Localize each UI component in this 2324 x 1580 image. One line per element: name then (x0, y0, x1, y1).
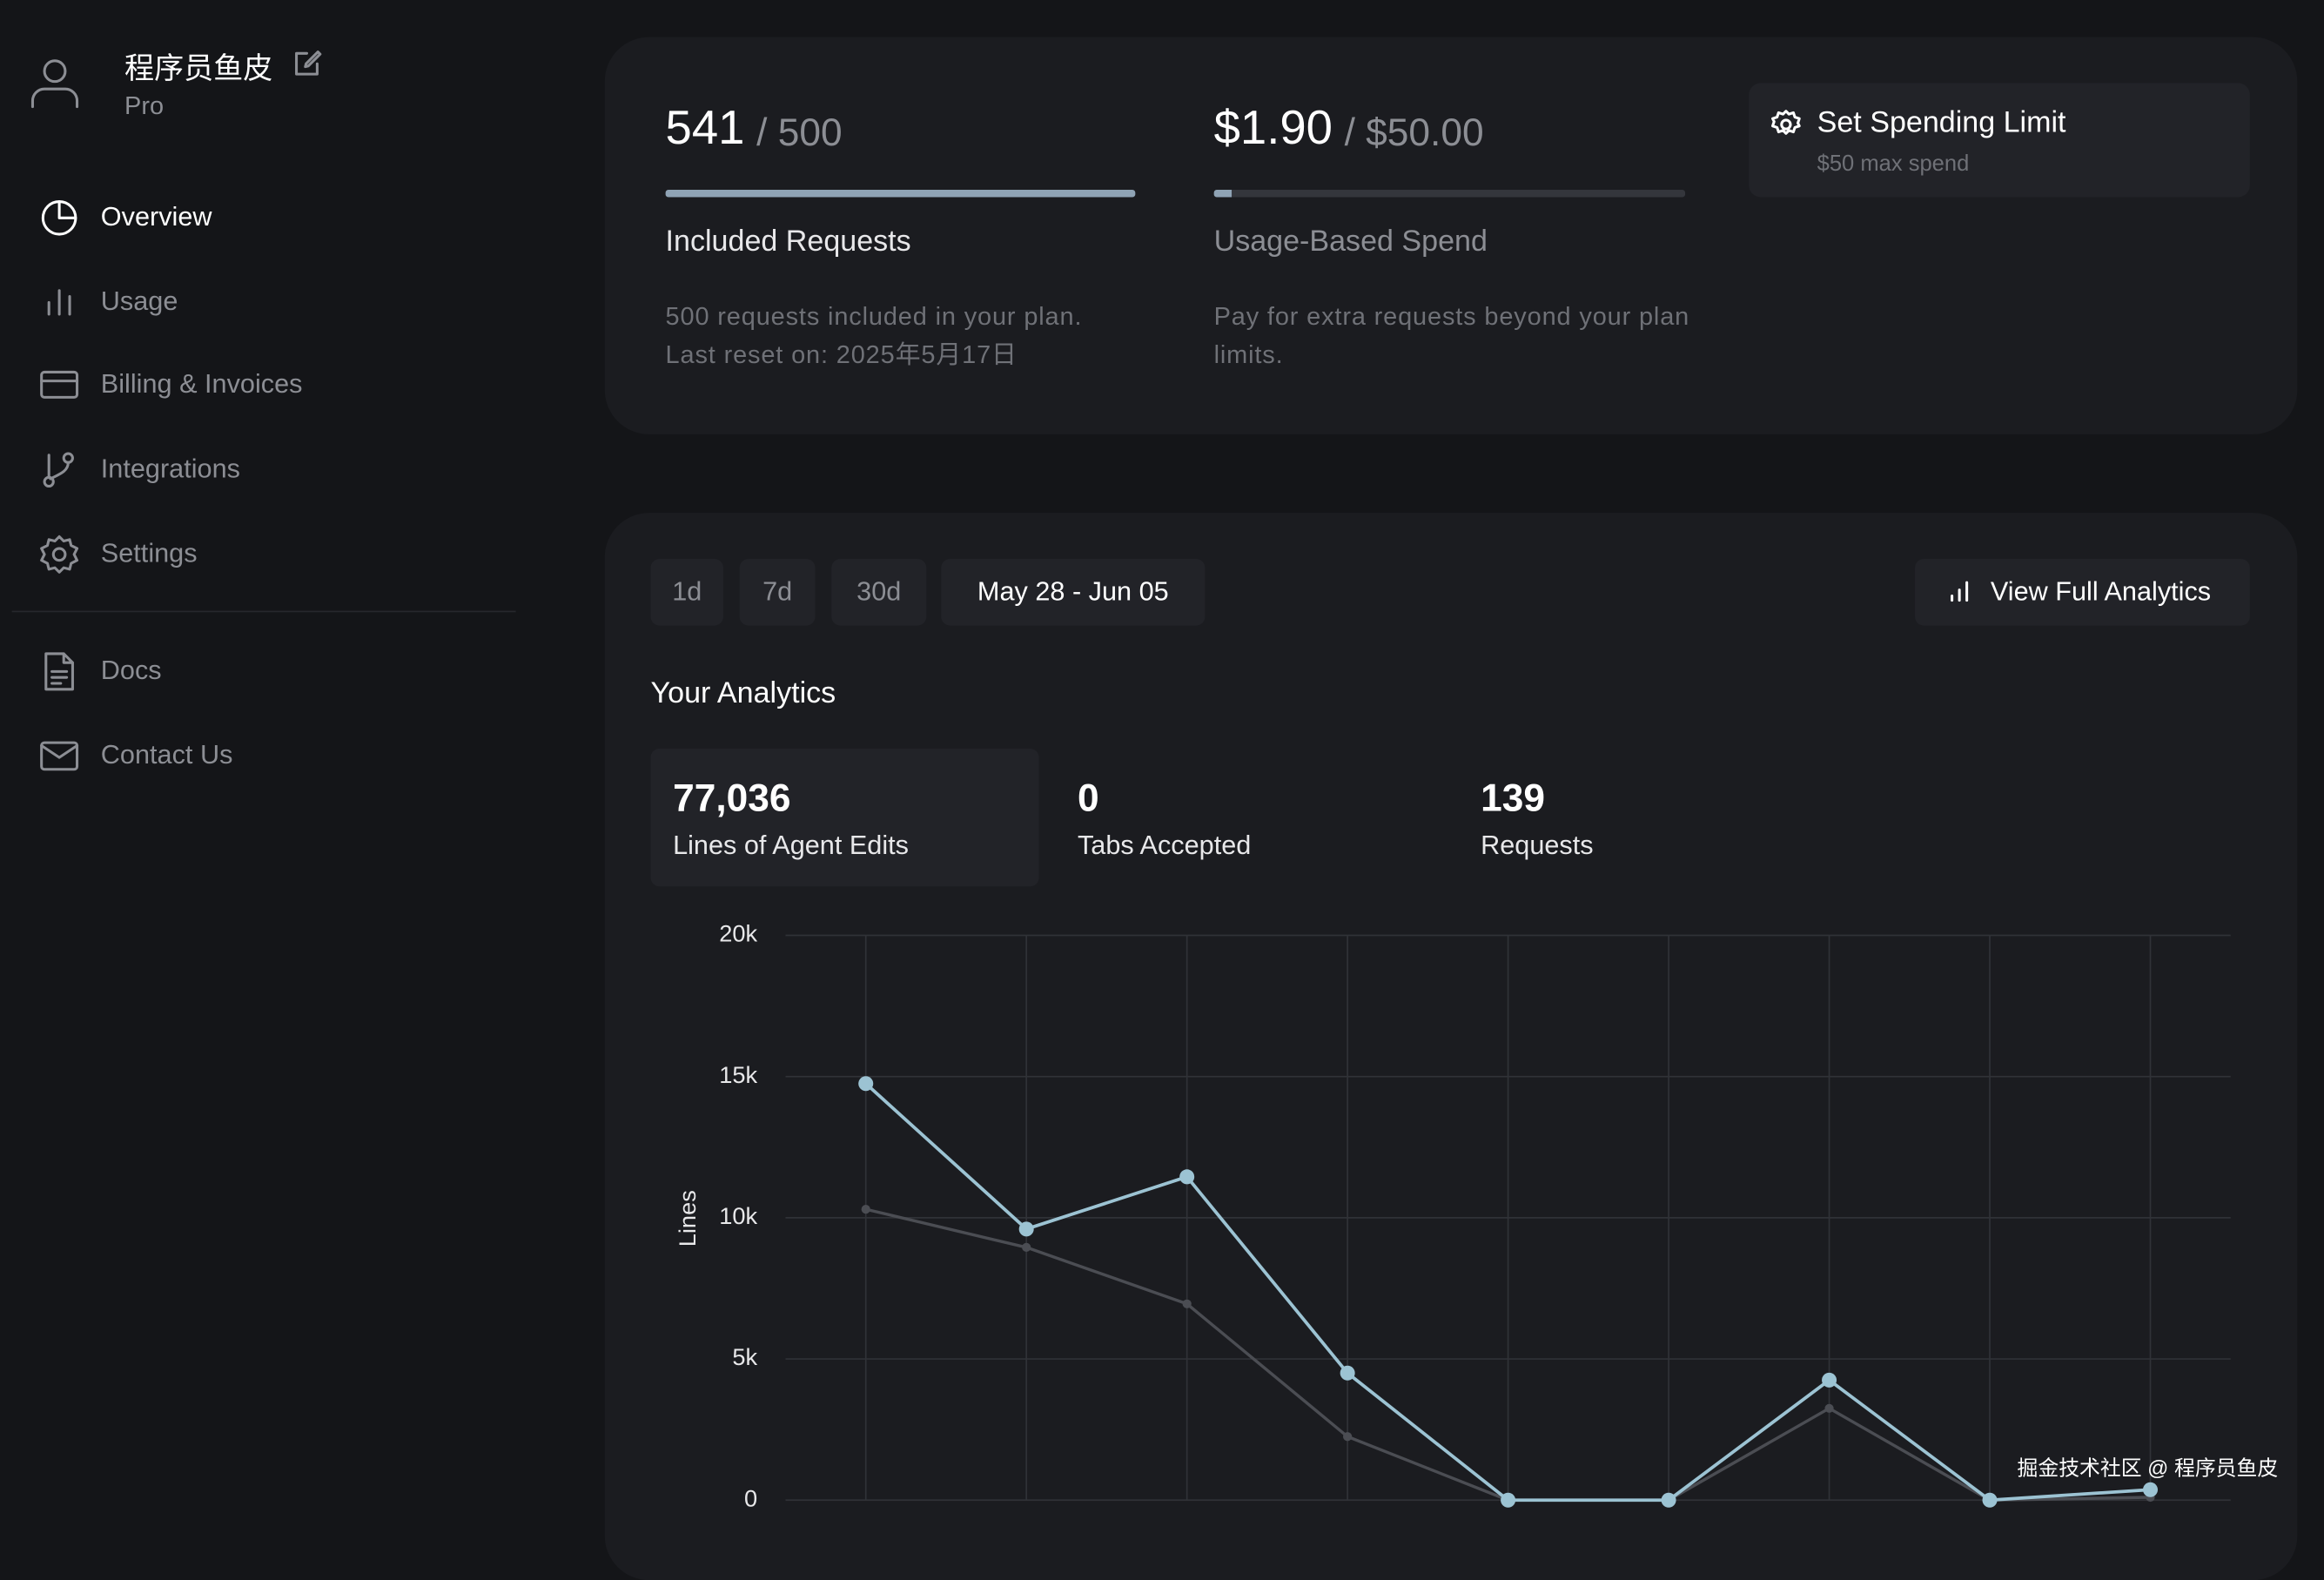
stat-tile[interactable] (650, 748, 1039, 887)
point (1822, 1372, 1837, 1388)
spending-limit-button[interactable] (1749, 83, 2250, 198)
spend-used: $1.90 (1213, 100, 1333, 155)
included-limit: / 500 (756, 110, 843, 155)
divider (11, 610, 516, 613)
page: 程序员鱼皮 Pro Overview Usage Billing & Invoi… (11, 47, 2279, 1512)
y-tick-label: 0 (744, 1484, 757, 1511)
point (1179, 1169, 1195, 1185)
range-button[interactable]: 1d (650, 558, 723, 626)
full-analytics-label: View Full Analytics (1990, 576, 2212, 607)
nav-item[interactable]: Integrations (100, 454, 240, 484)
stat-label: Requests (1481, 830, 1594, 860)
y-tick-label: 5k (732, 1343, 757, 1370)
integrations-icon (43, 452, 74, 488)
stat-value: 0 (1077, 775, 1099, 820)
point (2142, 1482, 2159, 1497)
nav-item[interactable]: Usage (100, 286, 178, 316)
spending-limit-note: $50 max spend (1817, 151, 1970, 177)
range-button[interactable]: 7d (739, 558, 816, 626)
chart-icon (1951, 581, 1969, 602)
point (1022, 1242, 1031, 1253)
nav-item[interactable]: Overview (100, 201, 212, 232)
y-axis-label: Lines (674, 1190, 701, 1247)
y-tick-label: 15k (719, 1061, 757, 1088)
nav-link[interactable]: Docs (100, 655, 162, 685)
stat-label: Tabs Accepted (1077, 830, 1252, 860)
point (1982, 1492, 1998, 1508)
point (1182, 1299, 1192, 1308)
point (858, 1076, 874, 1092)
stat-value: 139 (1481, 775, 1545, 820)
range-button[interactable]: 30d (831, 558, 927, 626)
overview-icon (41, 200, 77, 236)
included-title: Included Requests (665, 225, 911, 259)
spend-description: Pay for extra requests beyond your plan … (1213, 302, 1690, 369)
spend-bar (1213, 189, 1233, 198)
settings-icon (40, 535, 79, 574)
point (1343, 1432, 1353, 1442)
usage-icon (47, 289, 71, 316)
stat-value: 77,036 (673, 775, 791, 820)
chart: Lines 0 5k 10k 15k 20k (674, 920, 2231, 1511)
user-plan: Pro (124, 91, 165, 120)
nav-link[interactable]: Contact Us (100, 739, 233, 770)
y-tick-label: 10k (719, 1202, 757, 1229)
included-track (665, 189, 1136, 198)
point (1661, 1492, 1676, 1508)
date-range[interactable]: May 28 - Jun 05 (941, 558, 1206, 626)
spend-title: Usage-Based Spend (1213, 225, 1488, 259)
analytics-title: Your Analytics (650, 677, 836, 710)
point (1340, 1365, 1355, 1381)
point (1018, 1221, 1034, 1237)
spend-track (1213, 189, 1686, 198)
point (1824, 1403, 1834, 1413)
included-used: 541 (665, 100, 745, 155)
nav-item[interactable]: Settings (100, 538, 198, 568)
y-tick-label: 20k (719, 920, 757, 947)
included-description: 500 requests included in your plan. Last… (665, 302, 1083, 369)
spending-limit-label: Set Spending Limit (1817, 106, 2066, 140)
mail-icon (40, 741, 79, 771)
spend-limit: / $50.00 (1344, 110, 1484, 155)
analytics-card (604, 513, 2298, 1580)
nav-item[interactable]: Billing & Invoices (100, 368, 303, 400)
stat-label: Lines of Agent Edits (673, 830, 910, 860)
point (861, 1205, 870, 1214)
gear-icon (1771, 110, 1801, 135)
included-bar (665, 189, 1136, 198)
billing-icon (40, 370, 79, 399)
point (1501, 1492, 1516, 1508)
edit-icon[interactable] (292, 47, 324, 79)
avatar-icon (30, 59, 79, 109)
watermark: 掘金技术社区 @ 程序员鱼皮 (2017, 1456, 2279, 1480)
user-name: 程序员鱼皮 (124, 53, 273, 86)
docs-icon (44, 652, 74, 691)
full-analytics-button[interactable] (1915, 558, 2250, 626)
